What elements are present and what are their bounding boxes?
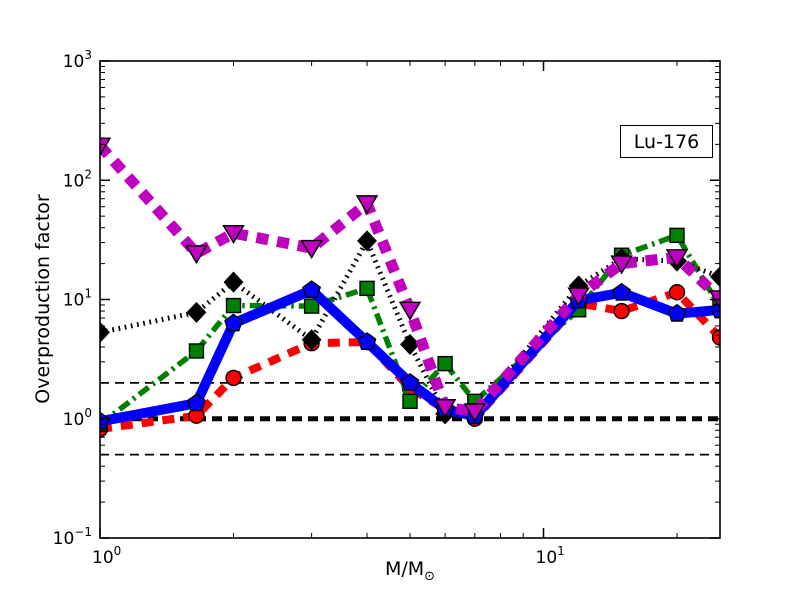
green-dashdot-squares-marker [225, 297, 242, 314]
x-tick-label: 101 [536, 544, 565, 568]
x-axis-label-sun-symbol: ⊙ [424, 568, 436, 584]
magenta-dashed-triangles-marker [610, 255, 633, 275]
y-tick-label: 10−1 [53, 525, 92, 549]
legend-box: Lu-176 [620, 125, 713, 158]
blue-solid-pentagons-marker [302, 280, 322, 298]
x-axis-label-main: M/M [384, 558, 425, 580]
blue-solid-pentagons-marker [224, 313, 243, 332]
red-dashed-circles-marker [225, 369, 242, 387]
blue-solid-pentagons-marker [667, 303, 687, 322]
green-dashdot-squares-marker [402, 393, 418, 410]
black-dotted-diamonds-marker [223, 271, 244, 293]
magenta-dashed-triangles-marker [185, 245, 208, 265]
black-dotted-diamonds-marker [400, 333, 420, 355]
magenta-dashed-triangles-line [100, 142, 720, 418]
magenta-dashed-triangles-marker [665, 249, 689, 269]
black-dotted-diamonds-marker [301, 329, 322, 351]
blue-solid-pentagons-line [100, 284, 720, 427]
magenta-dashed-triangles-marker [355, 195, 379, 215]
red-dashed-circles-marker [613, 302, 630, 320]
legend-label: Lu-176 [633, 130, 700, 153]
green-dashdot-squares-marker [303, 298, 320, 314]
blue-solid-pentagons-marker [400, 373, 420, 391]
series-group [100, 137, 720, 438]
magenta-dashed-triangles-marker [463, 403, 487, 423]
blue-solid-pentagons-marker [612, 282, 632, 301]
black-dotted-diamonds-marker [357, 230, 377, 252]
green-dashdot-squares-marker [437, 355, 453, 372]
red-dashed-circles-line [100, 287, 720, 433]
x-tick-label: 100 [92, 544, 121, 568]
magenta-dashed-triangles-marker [433, 398, 457, 419]
magenta-dashed-triangles-marker [222, 224, 245, 245]
magenta-dashed-triangles-marker [300, 239, 323, 259]
magenta-dashed-triangles-marker [398, 301, 422, 321]
y-axis-label: Overproduction factor [32, 194, 54, 404]
green-dashdot-squares-marker [669, 227, 685, 244]
y-tick-label: 102 [63, 167, 92, 191]
x-axis-label: M/M⊙ [310, 558, 510, 583]
black-dotted-diamonds-marker [186, 301, 207, 323]
y-tick-label: 103 [63, 48, 92, 72]
green-dashdot-squares-marker [188, 343, 205, 359]
blue-solid-pentagons-marker [187, 393, 206, 412]
green-dashdot-squares-marker [359, 280, 375, 297]
magenta-dashed-triangles-marker [100, 137, 112, 157]
magenta-dashed-triangles-marker [567, 287, 590, 307]
green-dashdot-squares-line [100, 232, 720, 427]
black-dotted-diamonds-marker [100, 321, 110, 343]
y-tick-label: 101 [63, 287, 92, 311]
y-tick-label: 100 [63, 406, 92, 430]
red-dashed-circles-marker [711, 329, 720, 346]
red-dashed-circles-marker [668, 284, 686, 301]
black-dotted-diamonds-marker [710, 266, 720, 288]
blue-solid-pentagons-marker [357, 332, 377, 350]
